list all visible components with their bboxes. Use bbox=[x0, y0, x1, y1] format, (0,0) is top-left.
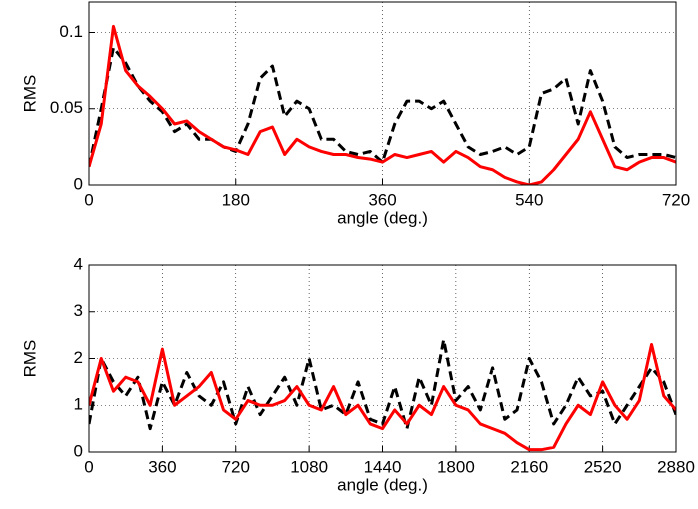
y-tick-label: 0.1 bbox=[59, 22, 83, 41]
x-tick-label: 360 bbox=[368, 190, 396, 209]
x-tick-label: 2520 bbox=[584, 457, 622, 476]
data-line bbox=[89, 24, 676, 185]
x-tick-label: 360 bbox=[148, 457, 176, 476]
x-tick-label: 0 bbox=[84, 190, 93, 209]
x-tick-label: 1800 bbox=[437, 457, 475, 476]
y-tick-label: 0 bbox=[74, 441, 83, 460]
data-line bbox=[89, 338, 676, 431]
data-line bbox=[89, 342, 676, 452]
x-tick-label: 180 bbox=[222, 190, 250, 209]
x-tick-label: 2160 bbox=[510, 457, 548, 476]
y-tick-label: 0 bbox=[74, 174, 83, 193]
y-axis-label: RMS bbox=[20, 75, 39, 113]
x-tick-label: 720 bbox=[222, 457, 250, 476]
x-tick-label: 1440 bbox=[364, 457, 402, 476]
x-tick-label: 540 bbox=[515, 190, 543, 209]
x-tick-label: 0 bbox=[84, 457, 93, 476]
x-tick-label: 1080 bbox=[290, 457, 328, 476]
x-axis-label: angle (deg.) bbox=[337, 475, 428, 494]
data-line bbox=[89, 46, 676, 168]
axes-box bbox=[88, 264, 677, 453]
y-tick-label: 0.05 bbox=[50, 98, 83, 117]
y-tick-label: 1 bbox=[74, 395, 83, 414]
y-tick-label: 4 bbox=[74, 254, 83, 273]
axes-box bbox=[88, 1, 677, 186]
x-axis-label: angle (deg.) bbox=[337, 208, 428, 227]
y-tick-label: 3 bbox=[74, 301, 83, 320]
x-tick-label: 720 bbox=[662, 190, 690, 209]
x-tick-label: 2880 bbox=[657, 457, 695, 476]
y-axis-label: RMS bbox=[20, 340, 39, 378]
y-tick-label: 2 bbox=[74, 348, 83, 367]
